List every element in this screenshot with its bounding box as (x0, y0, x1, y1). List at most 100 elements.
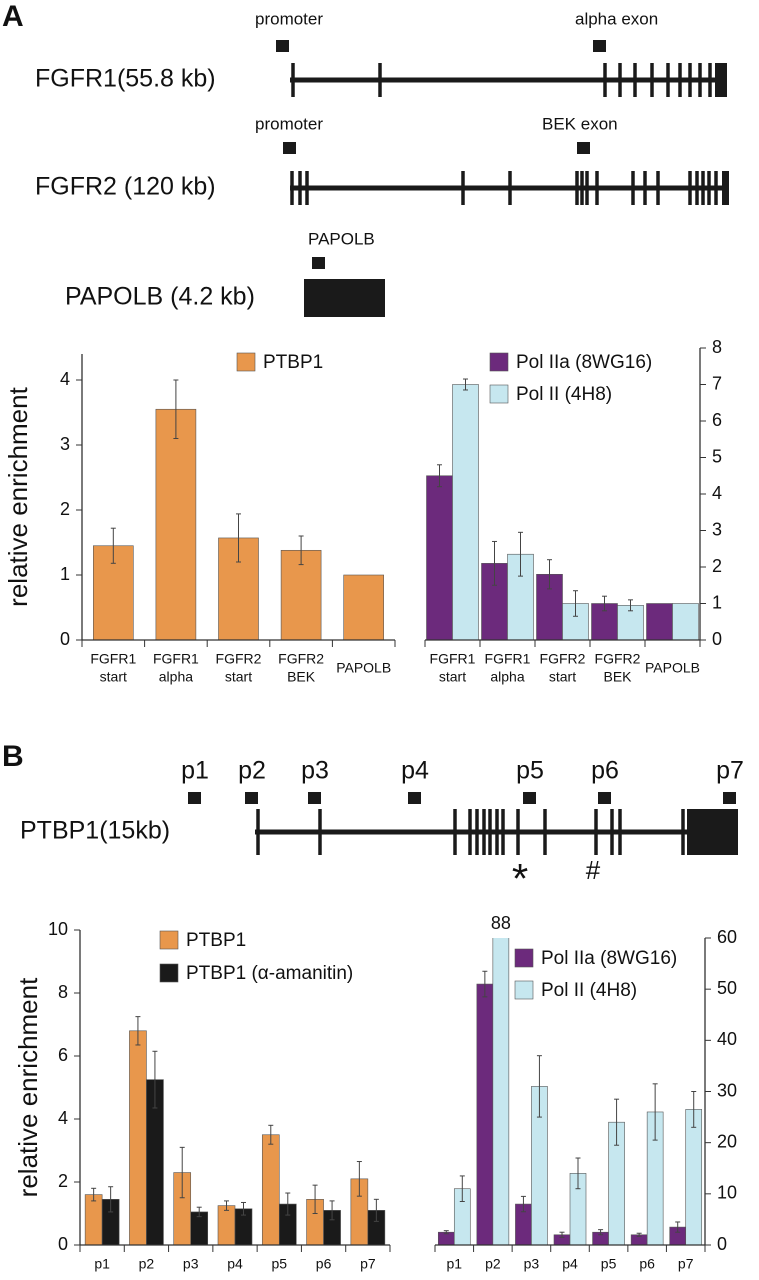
legend-swatch (489, 352, 509, 372)
exon-block (304, 279, 385, 317)
y-tick-label: 2 (58, 1171, 68, 1191)
error-bar (110, 527, 116, 564)
error-bar (268, 1124, 274, 1145)
y-tick-label: 1 (60, 564, 70, 584)
x-tick-label: p6 (639, 1256, 655, 1272)
x-tick-label: alpha (159, 669, 193, 685)
probe (283, 142, 296, 154)
x-tick-label: PAPOLB (645, 660, 700, 676)
x-tick-label: start (549, 669, 576, 685)
bar (155, 408, 197, 640)
bar (672, 603, 699, 640)
error-bar (298, 535, 304, 566)
x-tick-label: p5 (271, 1256, 287, 1272)
probe (308, 792, 321, 804)
x-tick-label: p2 (485, 1256, 501, 1272)
y-tick-label: 50 (717, 978, 737, 998)
x-tick-label: FGFR1 (430, 651, 476, 667)
gene-name: FGFR2 (120 kb) (35, 173, 216, 201)
error-bar (285, 1192, 291, 1216)
bar (261, 1134, 280, 1245)
y-tick-label: 6 (712, 410, 722, 430)
y-tick-label: 20 (717, 1131, 737, 1151)
y-axis-label: relative enrichment (3, 386, 33, 606)
legend-swatch (489, 384, 509, 404)
x-tick-label: start (225, 669, 252, 685)
legend-swatch (514, 948, 534, 968)
probe (312, 257, 325, 269)
panel-label: A (2, 0, 24, 33)
plot-area (84, 1016, 386, 1245)
x-tick-label: p6 (316, 1256, 332, 1272)
probe (593, 40, 606, 52)
x-tick-label: FGFR1 (90, 651, 136, 667)
y-tick-label: 2 (60, 499, 70, 519)
bar (426, 475, 453, 640)
plot-area (437, 938, 703, 1245)
probe-label: p1 (181, 757, 209, 785)
error-bar (91, 1187, 97, 1202)
probe-label: p4 (401, 757, 429, 785)
y-tick-label: 2 (712, 556, 722, 576)
y-tick-label: 4 (712, 483, 722, 503)
x-tick-label: p1 (94, 1256, 110, 1272)
error-bar (443, 1230, 449, 1235)
x-tick-label: alpha (490, 669, 524, 685)
error-bar (520, 1195, 526, 1213)
x-tick-label: p7 (360, 1256, 376, 1272)
y-tick-label: 8 (58, 982, 68, 1002)
y-tick-label: 3 (712, 519, 722, 539)
y-tick-label: 4 (60, 369, 70, 389)
bar (343, 574, 385, 640)
probe (276, 40, 289, 52)
x-tick-label: FGFR2 (278, 651, 324, 667)
x-tick-label: start (100, 669, 127, 685)
legend-label: Pol IIa (8WG16) (541, 948, 677, 969)
legend-swatch (236, 352, 256, 372)
bar (646, 603, 673, 640)
error-bar (575, 1157, 581, 1190)
error-bar (518, 531, 523, 577)
probe-label: promoter (255, 114, 323, 133)
x-tick-label: FGFR2 (216, 651, 262, 667)
error-bar (652, 1083, 658, 1141)
x-tick-label: p4 (227, 1256, 243, 1272)
x-tick-label: start (439, 669, 466, 685)
error-bar (236, 513, 241, 563)
error-bar (312, 1184, 318, 1214)
probe-label: PAPOLB (308, 229, 375, 248)
exon-block (715, 63, 727, 97)
probe-label: alpha exon (575, 9, 658, 28)
error-bar (356, 1161, 362, 1197)
y-tick-label: 60 (717, 927, 737, 947)
gene-name: PTBP1(15kb) (20, 817, 170, 845)
gene-name: FGFR1(55.8 kb) (35, 65, 216, 93)
error-bar (636, 1232, 642, 1237)
error-bar (179, 1146, 185, 1199)
bar (280, 549, 322, 640)
y-tick-label: 0 (717, 1234, 727, 1254)
error-bar (152, 1050, 158, 1109)
probe-label: p6 (591, 757, 619, 785)
legend-label: PTBP1 (263, 352, 323, 373)
error-bar (602, 595, 607, 612)
x-tick-label: p7 (678, 1256, 694, 1272)
x-tick-label: p2 (139, 1256, 155, 1272)
bar (685, 1109, 703, 1245)
x-tick-label: PAPOLB (336, 660, 391, 676)
x-tick-label: p3 (183, 1256, 199, 1272)
plot-area (93, 379, 385, 640)
gene-name: PAPOLB (4.2 kb) (65, 283, 255, 311)
error-bar (492, 540, 497, 586)
x-tick-label: p4 (562, 1256, 578, 1272)
error-bar (463, 378, 468, 391)
bar (84, 1194, 103, 1245)
y-tick-label: 0 (712, 629, 722, 649)
bar (129, 1030, 147, 1245)
value-label: 88 (491, 913, 511, 933)
error-bar (196, 1206, 202, 1218)
legend-label: Pol IIa (8WG16) (516, 352, 652, 373)
probe-label: p3 (301, 757, 329, 785)
error-bar (173, 379, 179, 439)
